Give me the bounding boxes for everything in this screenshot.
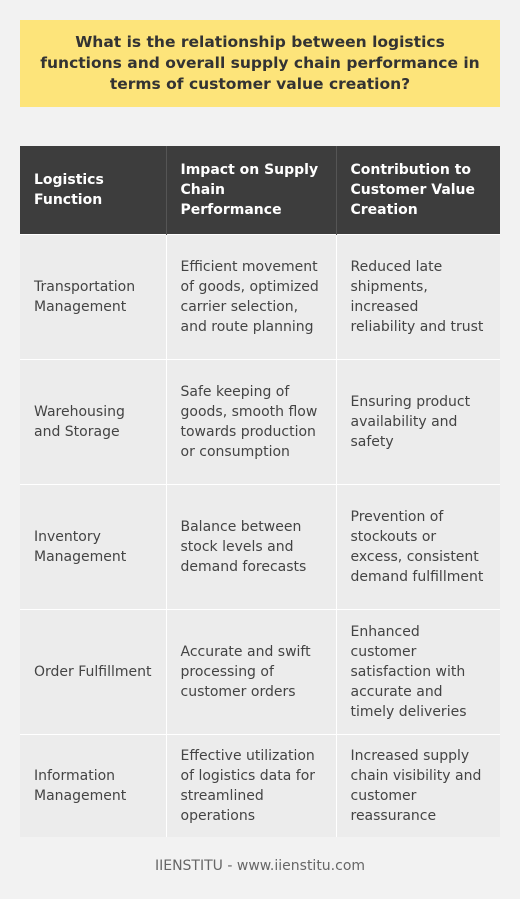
question-title: What is the relationship between logisti… <box>40 33 480 93</box>
cell-function: Information Management <box>20 733 166 837</box>
cell-contribution: Reduced late shipments, increased reliab… <box>335 233 500 359</box>
table-row: Transportation Management Efficient move… <box>20 233 500 359</box>
cell-impact: Balance between stock levels and demand … <box>165 483 336 609</box>
cell-impact: Efficient movement of goods, optimized c… <box>165 233 336 359</box>
table-header-row: Logistics Function Impact on Supply Chai… <box>20 146 500 234</box>
table-row: Order Fulfillment Accurate and swift pro… <box>20 608 500 734</box>
cell-contribution: Enhanced customer satisfaction with accu… <box>335 608 500 734</box>
cell-contribution: Ensuring product availability and safety <box>335 358 500 484</box>
cell-impact: Effective utilization of logistics data … <box>165 733 336 837</box>
table-row: Warehousing and Storage Safe keeping of … <box>20 358 500 484</box>
footer-credit: IIENSTITU - www.iienstitu.com <box>154 858 366 874</box>
table-row: Information Management Effective utiliza… <box>20 733 500 837</box>
header-contribution: Contribution to Customer Value Creation <box>335 146 500 234</box>
cell-contribution: Prevention of stockouts or excess, consi… <box>335 483 500 609</box>
table-row: Inventory Management Balance between sto… <box>20 483 500 609</box>
cell-function: Transportation Management <box>20 233 166 359</box>
logistics-table: Logistics Function Impact on Supply Chai… <box>20 146 500 837</box>
header-impact: Impact on Supply Chain Performance <box>165 146 336 234</box>
cell-function: Warehousing and Storage <box>20 358 166 484</box>
cell-impact: Safe keeping of goods, smooth flow towar… <box>165 358 336 484</box>
cell-impact: Accurate and swift processing of custome… <box>165 608 336 734</box>
cell-function: Inventory Management <box>20 483 166 609</box>
cell-contribution: Increased supply chain visibility and cu… <box>335 733 500 837</box>
question-banner: What is the relationship between logisti… <box>20 20 500 107</box>
header-logistics-function: Logistics Function <box>20 146 166 234</box>
cell-function: Order Fulfillment <box>20 608 166 734</box>
